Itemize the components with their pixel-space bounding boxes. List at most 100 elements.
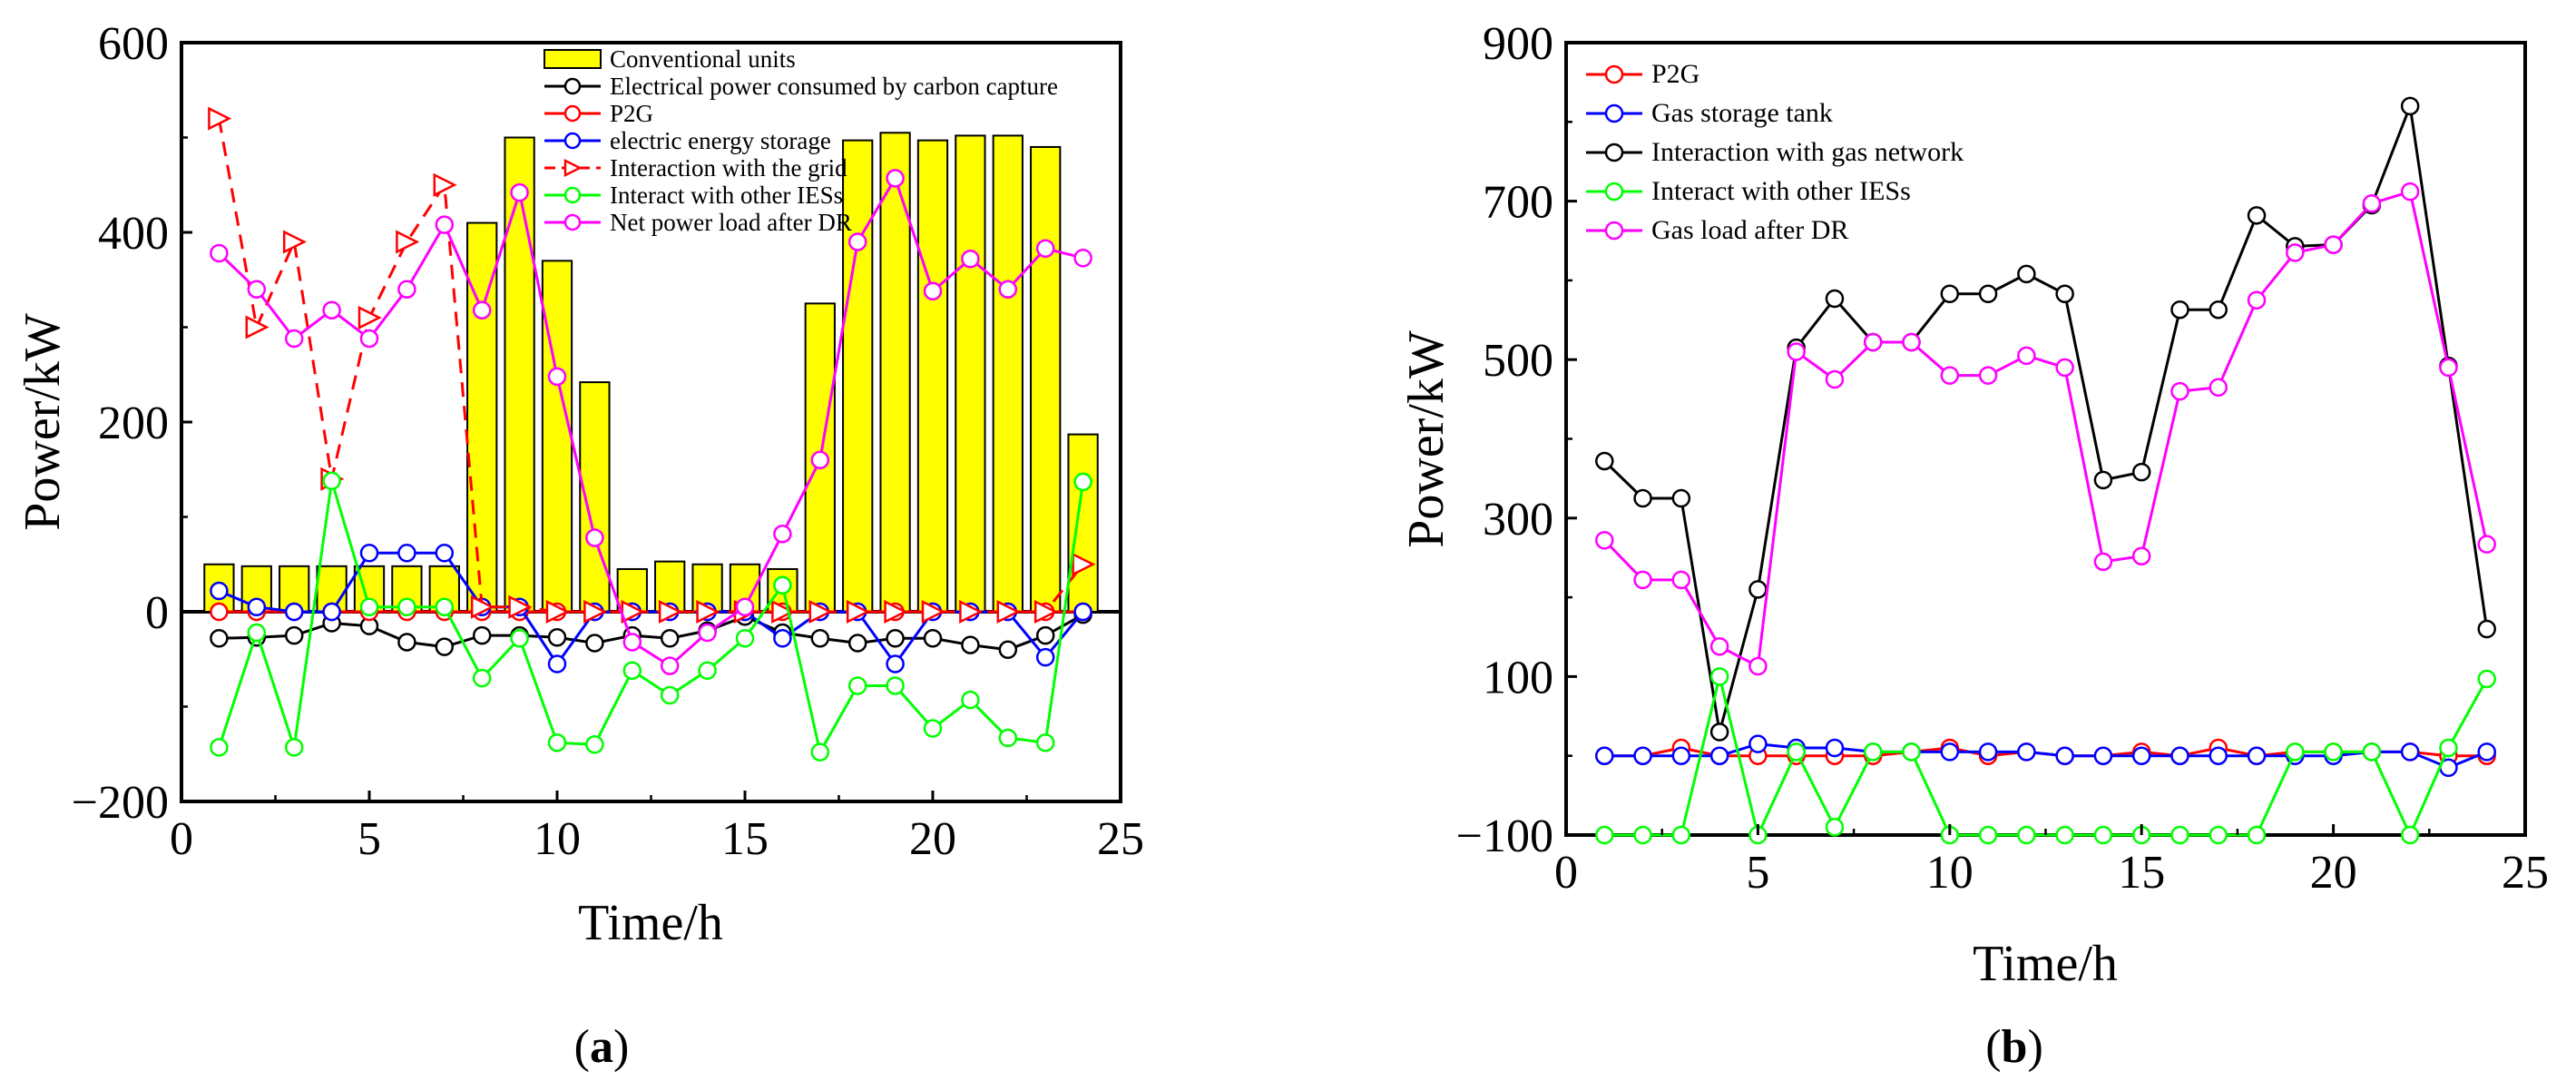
panel-b-series-gas-storage-tank-point [1595, 746, 1614, 765]
panel-b-series-interact-with-other-iess-point [2209, 825, 2228, 845]
panel-b-series-interaction-with-gas-network-point [1748, 580, 1768, 599]
panel-b-series-gas-storage-tank-point [1940, 742, 1960, 762]
panel-a-xtick-label: 15 [721, 813, 769, 865]
panel-b-legend-gas-load-after-dr: Gas load after DR [1586, 215, 1848, 245]
panel-b-series-interaction-with-gas-network-point [2247, 206, 2267, 225]
panel-a-bar [541, 260, 573, 613]
panel-a-legend-interaction-with-the-grid-marker [563, 158, 583, 178]
panel-b-series-interaction-with-gas-network-point [1633, 488, 1652, 508]
panel-b-ylabel: Power/kW [1398, 330, 1455, 548]
panel-b-series-interact-with-other-iess-point [1787, 742, 1806, 762]
panel-b-series-gas-load-after-dr-point [2093, 552, 2113, 572]
panel-a-series-interact-with-other-iess-point [923, 719, 943, 738]
panel-a-legend-p2g-marker [563, 104, 582, 123]
panel-a-series-electric-energy-storage-point [1035, 647, 1055, 667]
panel-a-series-interact-with-other-iess-point [322, 471, 341, 491]
panel-a-xtick-label: 25 [1097, 813, 1144, 865]
panel-b-legend-p2g: P2G [1586, 59, 1699, 89]
panel-b-series-gas-load-after-dr [1595, 182, 2496, 676]
panel-a-series-interaction-with-the-grid-point [245, 315, 269, 339]
panel-b-series-gas-load-after-dr-point [2362, 193, 2382, 213]
panel-b-series-gas-storage-tank-point [2055, 746, 2074, 765]
panel-b-series-interaction-with-gas-network-point [2131, 462, 2151, 482]
panel-a-series-interaction-with-the-grid-point [846, 599, 870, 624]
panel-b-series-interact-with-other-iess-point [2400, 825, 2420, 845]
panel-b-ytick-label: 900 [1483, 18, 1553, 70]
panel-a-lines [208, 106, 1096, 762]
panel-a-series-net-power-load-after-dr-point [510, 182, 529, 202]
panel-b-series-gas-load-after-dr-point [1671, 570, 1691, 590]
panel-a-series-electrical-power-consumed-by-carbon-capture-point [886, 629, 905, 648]
panel-a-legend-p2g-label: P2G [610, 100, 653, 127]
panel-b-series-gas-load-after-dr-point [2324, 235, 2343, 254]
panel-a-series-interaction-with-the-grid-point [433, 172, 457, 197]
panel-a-series-interact-with-other-iess-point [1073, 472, 1092, 492]
panel-a-legend-conventional-units-label: Conventional units [610, 45, 796, 73]
panel-b-series-gas-storage-tank-point [1978, 742, 1998, 762]
panel-b-series-gas-load-after-dr-point [1863, 332, 1883, 352]
panel-a-legend-conventional-units: Conventional units [544, 45, 796, 73]
panel-b-series-gas-load-after-dr-point [2017, 346, 2036, 366]
panel-a-xtick-label: 0 [170, 813, 193, 865]
panel-a-series-interact-with-other-iess-point [622, 661, 642, 681]
panel-b-series-gas-storage-tank-point [1709, 746, 1729, 765]
panel-b-legend-interact-with-other-iess-marker [1604, 182, 1624, 201]
panel-b-series-gas-load-after-dr-point [1940, 366, 1960, 385]
panel-b-series-gas-load-after-dr-point [2055, 358, 2074, 378]
panel-a-series-net-power-load-after-dr-point [247, 280, 267, 299]
panel-a-series-interaction-with-the-grid-point [282, 230, 307, 254]
panel-b-xtick-label: 10 [1926, 847, 1974, 899]
panel-a-series-electrical-power-consumed-by-carbon-capture-point [998, 640, 1018, 660]
panel-a-series-interact-with-other-iess-point [247, 623, 267, 643]
panel-a-xtick-label: 5 [358, 813, 381, 865]
panel-a-legend-conventional-units-swatch [544, 49, 602, 69]
panel-b-series-interact-with-other-iess-point [2055, 825, 2074, 845]
panel-b-legend-interact-with-other-iess-label: Interact with other IESs [1651, 176, 1911, 206]
panel-a-series-electrical-power-consumed-by-carbon-capture-point [210, 629, 229, 648]
panel-a-bar [842, 139, 874, 613]
panel-a-series-interact-with-other-iess-point [735, 629, 755, 648]
panel-a-series-net-power-load-after-dr-point [622, 633, 642, 652]
panel-b-legend-interact-with-other-iess: Interact with other IESs [1586, 176, 1911, 206]
panel-b-series-interaction-with-gas-network-point [2093, 470, 2113, 490]
panel-a-xtick-label: 20 [909, 813, 956, 865]
panel-a-series-interaction-with-the-grid-point [696, 599, 720, 624]
panel-b-series-interaction-with-gas-network-point [2400, 96, 2420, 116]
panel-b-ticks: 0 5 10 15 20 25 −100 100 300 500 700 900 [1456, 18, 2549, 899]
panel-a-series-electric-energy-storage-point [359, 543, 379, 563]
panel-a-series-interact-with-other-iess-point [886, 676, 905, 695]
panel-b-ytick-label: 100 [1483, 652, 1553, 703]
panel-a-series-electrical-power-consumed-by-carbon-capture-point [472, 625, 492, 645]
panel-a-series-electric-energy-storage-point [886, 654, 905, 673]
panel-b-series-gas-load-after-dr-point [2209, 378, 2228, 398]
panel-b-series-interaction-with-gas-network-point [1671, 488, 1691, 508]
panel-a-bar [1067, 433, 1099, 613]
panel-a-xlabel: Time/h [578, 895, 723, 951]
panel-b-series-gas-storage-tank-point [1671, 746, 1691, 765]
panel-a-caption: (a) [574, 1021, 630, 1073]
panel-a-bar [1030, 145, 1062, 613]
panel-b-legend-p2g-label: P2G [1651, 59, 1699, 89]
panel-b-series-gas-storage-tank-point [2017, 742, 2036, 762]
panel-b-series-interaction-with-gas-network-point [2209, 300, 2228, 319]
panel-b-legend-gas-storage-tank-marker [1604, 103, 1624, 123]
panel-a-series-electric-energy-storage-point [210, 581, 229, 601]
panel-a-series-net-power-load-after-dr-point [397, 280, 416, 299]
panel-a-bar [955, 134, 986, 614]
panel-b-legend-gas-load-after-dr-marker [1604, 221, 1624, 241]
panel-b-legend-gas-storage-tank: Gas storage tank [1586, 98, 1833, 128]
panel-a-series-net-power-load-after-dr-point [1035, 239, 1055, 259]
panel-b-series-interact-with-other-iess-point [1633, 825, 1652, 845]
panel-a-series-net-power-load-after-dr-point [472, 300, 492, 319]
panel-a-series-interact-with-other-iess-point [547, 732, 567, 752]
panel-a-legend-electrical-power-consumed-by-carbon-capture: Electrical power consumed by carbon capt… [544, 73, 1058, 100]
panel-b-lines [1595, 96, 2496, 845]
panel-b-series-gas-storage-tank-point [2170, 746, 2189, 765]
panel-a-series-interact-with-other-iess-point [284, 738, 304, 757]
panel-b-series-interaction-with-gas-network-point [2477, 619, 2496, 639]
panel-a-series-electric-energy-storage-point [1073, 602, 1092, 622]
panel-b-series-interact-with-other-iess-point [2017, 825, 2036, 845]
panel-a-bar [504, 136, 535, 613]
panel-b-series-gas-storage-tank-point [2477, 742, 2496, 762]
panel-b-legend-interaction-with-gas-network-label: Interaction with gas network [1651, 137, 1964, 167]
